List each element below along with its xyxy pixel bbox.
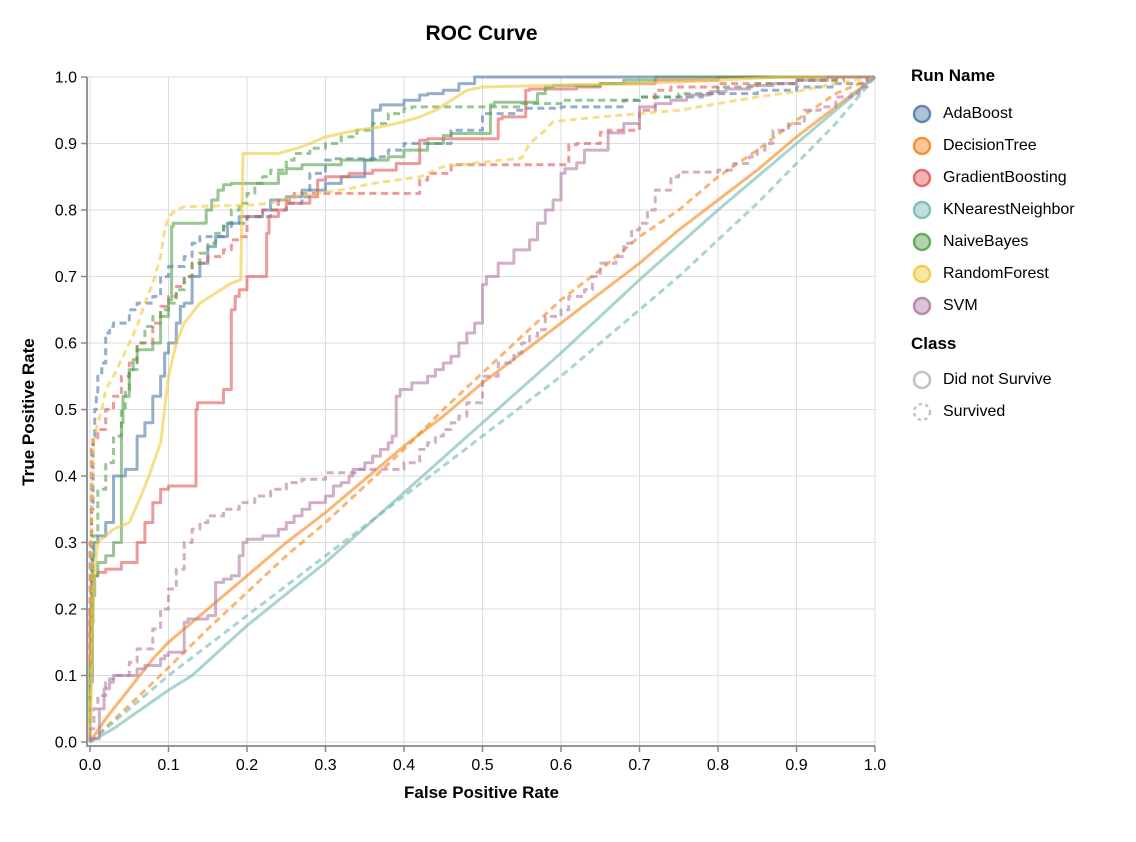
legend-run-items: AdaBoost DecisionTree GradientBoosting K… [911, 98, 1131, 322]
legend-run-item-svm: SVM [911, 290, 1131, 322]
legend-run-label: AdaBoost [943, 105, 1013, 122]
y-tick-label: 0.5 [55, 402, 77, 419]
legend-run-label: NaiveBayes [943, 233, 1029, 250]
y-axis-title: True Positive Rate [19, 338, 38, 486]
roc-curve-naivebayes-did-not-survive [88, 75, 875, 742]
legend-swatch-icon [912, 296, 932, 316]
legend-run-label: GradientBoosting [943, 169, 1067, 186]
roc-curve-svm-did-not-survive [88, 75, 875, 742]
roc-curve-naivebayes-survived [88, 75, 875, 742]
legend-dashed-circle-icon [912, 402, 932, 422]
roc-curve-decisiontree-did-not-survive [88, 75, 876, 743]
legend-run-label: SVM [943, 297, 978, 314]
y-tick-label: 0.9 [55, 136, 77, 153]
x-tick-label: 0.9 [785, 757, 807, 774]
legend-run-label: RandomForest [943, 265, 1049, 282]
roc-curve-knearestneighbor-survived [89, 76, 877, 744]
legend-swatch-icon [912, 168, 932, 188]
roc-curve-randomforest-did-not-survive [88, 75, 875, 743]
legend-class-label: Survived [943, 403, 1006, 420]
y-tick-label: 0.0 [55, 735, 77, 752]
roc-curve-gradientboosting-did-not-survive [88, 75, 875, 742]
y-tick-label: 0.6 [55, 336, 77, 353]
roc-curve-gradientboosting-survived [88, 75, 875, 742]
legend-swatch-icon [912, 232, 932, 252]
roc-curve-decisiontree-survived [88, 75, 876, 744]
legend-run-item-naivebayes: NaiveBayes [911, 226, 1131, 258]
legend-run-label: KNearestNeighbor [943, 201, 1075, 218]
x-tick-label: 0.7 [628, 757, 650, 774]
x-tick-label: 0.6 [550, 757, 572, 774]
x-tick-label: 0.4 [393, 757, 415, 774]
x-tick-label: 0.0 [79, 757, 101, 774]
legend-class-item-did-not-survive: Did not Survive [911, 364, 1131, 396]
legend-swatch-icon [912, 264, 932, 284]
x-tick-label: 0.3 [314, 757, 336, 774]
legend-class-items: Did not Survive Survived [911, 364, 1131, 428]
legend-swatch-icon [912, 136, 932, 156]
chart-title: ROC Curve [425, 22, 538, 45]
legend: Run Name AdaBoost DecisionTree GradientB… [911, 64, 1131, 428]
y-tick-label: 0.2 [55, 602, 77, 619]
legend-swatch-icon [912, 104, 932, 124]
legend-run-item-randomforest: RandomForest [911, 258, 1131, 290]
y-tick-label: 1.0 [55, 70, 77, 87]
legend-run-name-title: Run Name [911, 66, 996, 85]
x-tick-label: 0.2 [236, 757, 258, 774]
roc-curve-adaboost-did-not-survive [88, 75, 875, 742]
legend-run-item-knearestneighbor: KNearestNeighbor [911, 194, 1131, 226]
roc-curve-svm-survived [88, 75, 875, 742]
legend-run-item-decisiontree: DecisionTree [911, 130, 1131, 162]
legend-run-label: DecisionTree [943, 137, 1037, 154]
x-tick-label: 1.0 [864, 757, 886, 774]
y-tick-label: 0.7 [55, 269, 77, 286]
legend-run-item-gradientboosting: GradientBoosting [911, 162, 1131, 194]
legend-swatch-icon [912, 200, 932, 220]
axis-domain [86, 77, 875, 747]
y-tick-label: 0.8 [55, 203, 77, 220]
x-axis-title: False Positive Rate [404, 783, 559, 802]
legend-class-label: Did not Survive [943, 371, 1052, 388]
x-tick-label: 0.1 [157, 757, 179, 774]
x-tick-label: 0.8 [707, 757, 729, 774]
legend-run-item-adaboost: AdaBoost [911, 98, 1131, 130]
legend-class-title: Class [911, 334, 957, 353]
legend-class-item-survived: Survived [911, 396, 1131, 428]
y-tick-label: 0.4 [55, 469, 77, 486]
y-tick-label: 0.1 [55, 668, 77, 685]
legend-solid-circle-icon [912, 370, 932, 390]
roc-curve-randomforest-survived [88, 75, 876, 743]
x-tick-label: 0.5 [471, 757, 493, 774]
y-tick-label: 0.3 [55, 535, 77, 552]
